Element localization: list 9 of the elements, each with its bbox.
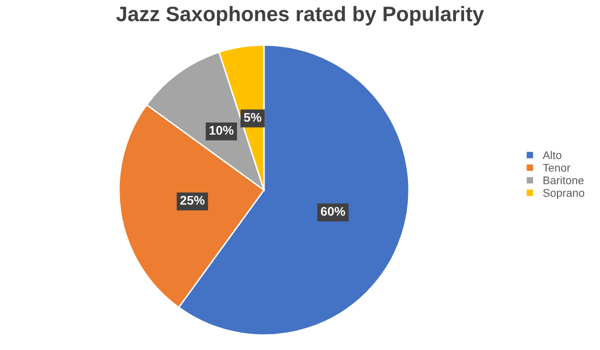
legend-label: Alto [542,150,562,160]
legend-label: Soprano [543,188,584,200]
data-label: 60% [320,206,346,216]
data-label: 25% [180,196,205,205]
data-label: 5% [244,112,262,122]
chart-title: Jazz Saxophones rated by Popularity [116,6,484,26]
legend-label: Baritone [544,176,584,184]
legend-label: Tenor [542,164,570,172]
data-label: 10% [210,126,234,135]
